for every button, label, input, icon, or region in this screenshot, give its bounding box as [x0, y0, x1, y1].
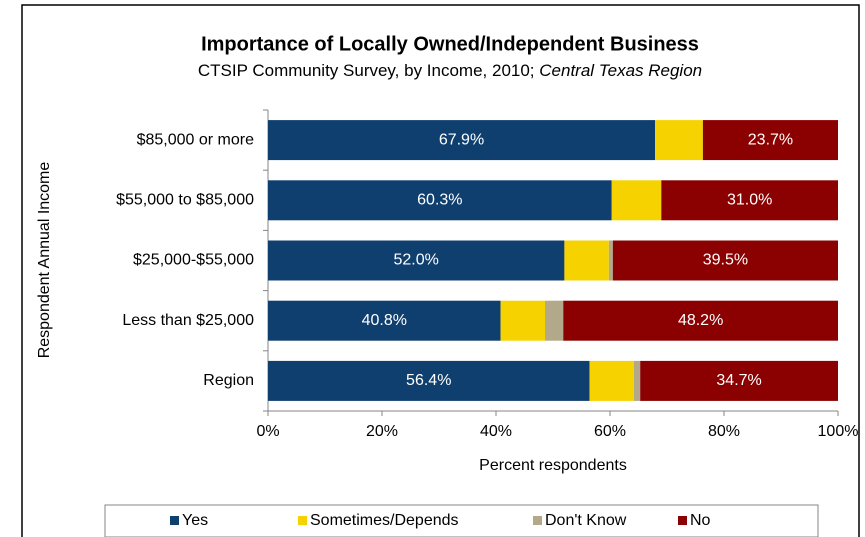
chart-subtitle: CTSIP Community Survey, by Income, 2010;…: [198, 61, 702, 80]
subtitle-region: Central Texas Region: [539, 61, 702, 80]
x-tick-label: 80%: [708, 423, 740, 440]
bar-segment: [268, 180, 612, 221]
value-label: 60.3%: [417, 192, 462, 209]
value-label: 23.7%: [748, 131, 793, 148]
value-label: 48.2%: [678, 312, 723, 329]
y-tick-label: $55,000 to $85,000: [116, 192, 254, 209]
bar-segment: [268, 300, 501, 341]
bar-segment: [661, 180, 838, 221]
y-axis-title: Respondent Annual Income: [36, 162, 53, 359]
legend-label: Yes: [182, 512, 208, 529]
value-label: 34.7%: [716, 372, 761, 389]
bar-segment: [563, 300, 838, 341]
y-tick-label: $25,000-$55,000: [133, 252, 254, 269]
legend-swatch: [678, 516, 687, 525]
chart-title: Importance of Locally Owned/Independent …: [201, 33, 699, 55]
value-label: 67.9%: [439, 131, 484, 148]
legend-swatch: [170, 516, 179, 525]
bar-segment: [268, 240, 565, 281]
y-tick-label: Region: [203, 372, 254, 389]
legend-label: Don't Know: [545, 512, 627, 529]
x-tick-label: 100%: [818, 423, 859, 440]
bar-segment: [545, 300, 564, 341]
bar-segment: [500, 300, 546, 341]
bar-segment: [633, 360, 641, 401]
value-label: 40.8%: [362, 312, 407, 329]
subtitle: CTSIP Community Survey, by Income, 2010;: [198, 61, 535, 80]
bar-segment: [608, 240, 613, 281]
frame: [21, 4, 860, 537]
bar-segment: [589, 360, 634, 401]
bar-segment: [611, 180, 662, 221]
legend-swatch: [533, 516, 542, 525]
y-tick-label: $85,000 or more: [137, 131, 255, 148]
value-label: 56.4%: [406, 372, 451, 389]
x-tick-label: 20%: [366, 423, 398, 440]
legend-label: No: [690, 512, 711, 529]
x-tick-label: 0%: [256, 423, 279, 440]
x-axis-title: Percent respondents: [479, 457, 627, 474]
legend-swatch: [298, 516, 307, 525]
bar-segment: [564, 240, 609, 281]
bar-segment: [612, 240, 838, 281]
legend-box: [104, 504, 819, 537]
x-tick-label: 40%: [480, 423, 512, 440]
bar-segment: [702, 120, 838, 161]
value-label: 31.0%: [727, 192, 772, 209]
legend-label: Sometimes/Depends: [310, 512, 459, 529]
bar-segment: [268, 120, 656, 161]
bar-segment: [655, 120, 703, 161]
value-label: 52.0%: [394, 252, 439, 269]
x-tick-label: 60%: [594, 423, 626, 440]
bar-segment: [640, 360, 838, 401]
bar-segment: [268, 360, 590, 401]
y-tick-label: Less than $25,000: [122, 312, 254, 329]
value-label: 39.5%: [703, 252, 748, 269]
